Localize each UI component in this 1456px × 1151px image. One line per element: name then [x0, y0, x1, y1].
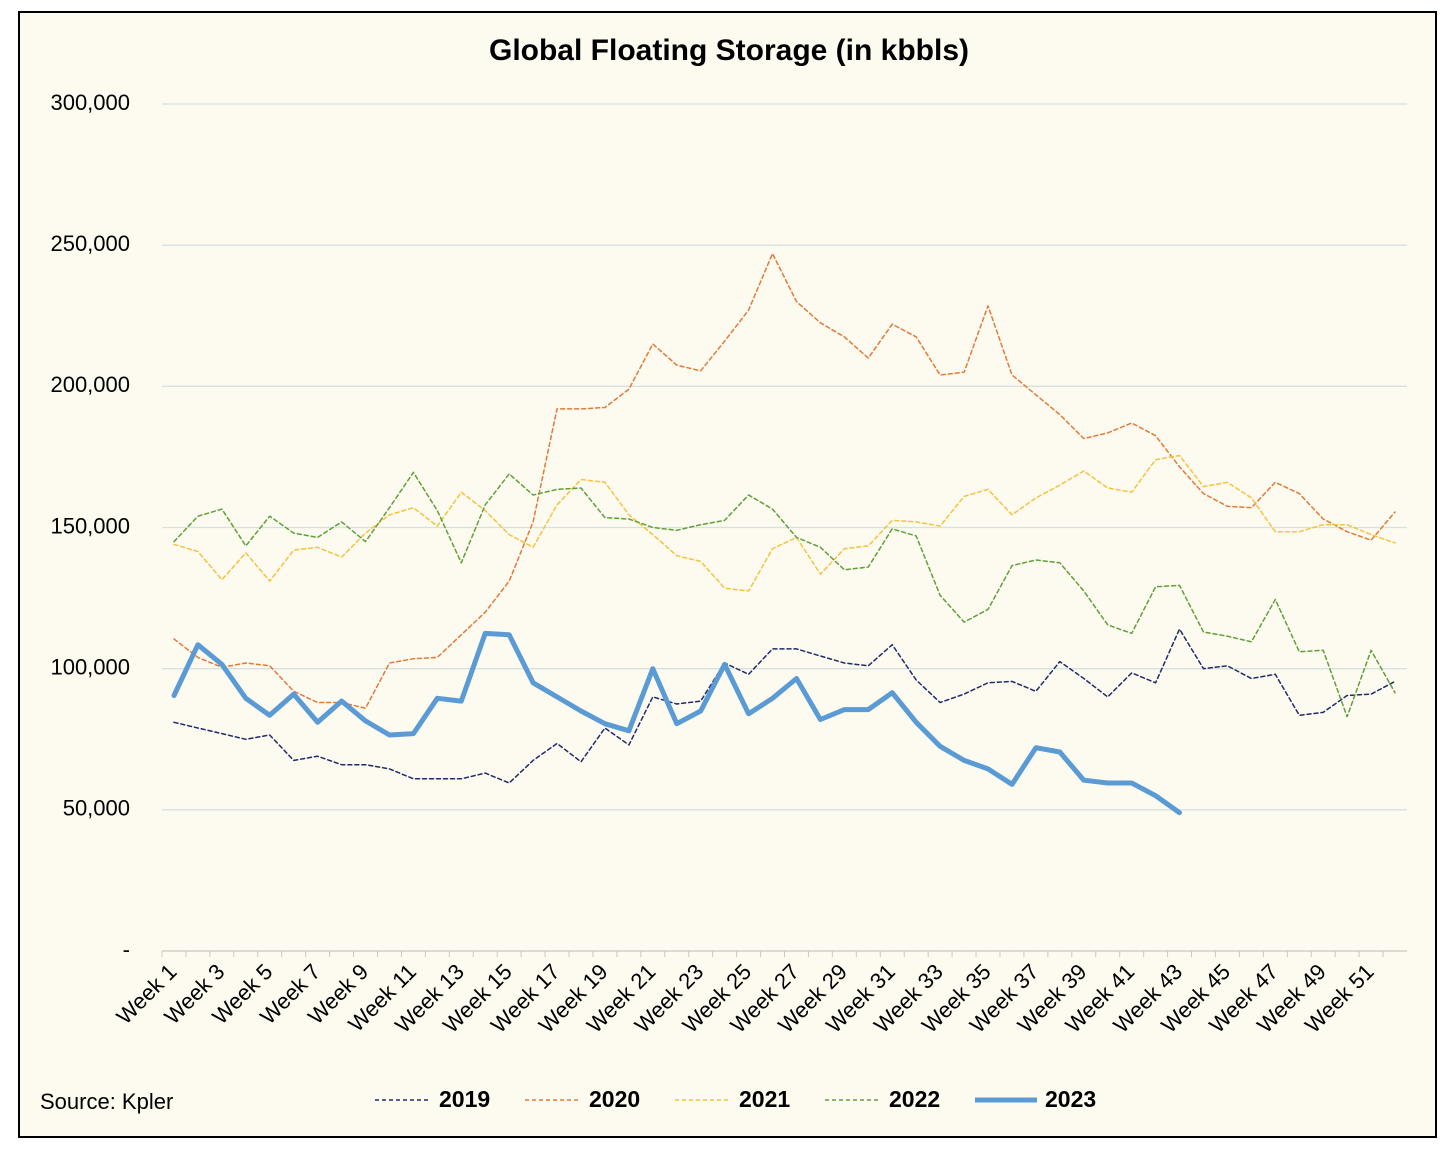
- chart-frame: [18, 11, 1437, 1138]
- y-tick-label: 200,000: [50, 372, 130, 397]
- series-line: [173, 252, 1396, 709]
- y-tick-label: 150,000: [50, 513, 130, 538]
- y-tick-label: -: [123, 937, 130, 962]
- y-tick-label: 300,000: [50, 90, 130, 115]
- legend-label: 2022: [889, 1086, 940, 1112]
- legend-label: 2023: [1045, 1086, 1096, 1112]
- chart-title: Global Floating Storage (in kbbls): [489, 34, 969, 67]
- source-note: Source: Kpler: [40, 1089, 173, 1114]
- y-tick-label: 100,000: [50, 654, 130, 679]
- series-line: [173, 628, 1396, 784]
- y-tick-label: 250,000: [50, 231, 130, 256]
- legend-label: 2020: [589, 1086, 640, 1112]
- legend-label: 2021: [739, 1086, 790, 1112]
- y-tick-label: 50,000: [63, 796, 130, 821]
- series-line: [171, 630, 1182, 816]
- series-line: [173, 471, 1396, 718]
- legend-label: 2019: [439, 1086, 490, 1112]
